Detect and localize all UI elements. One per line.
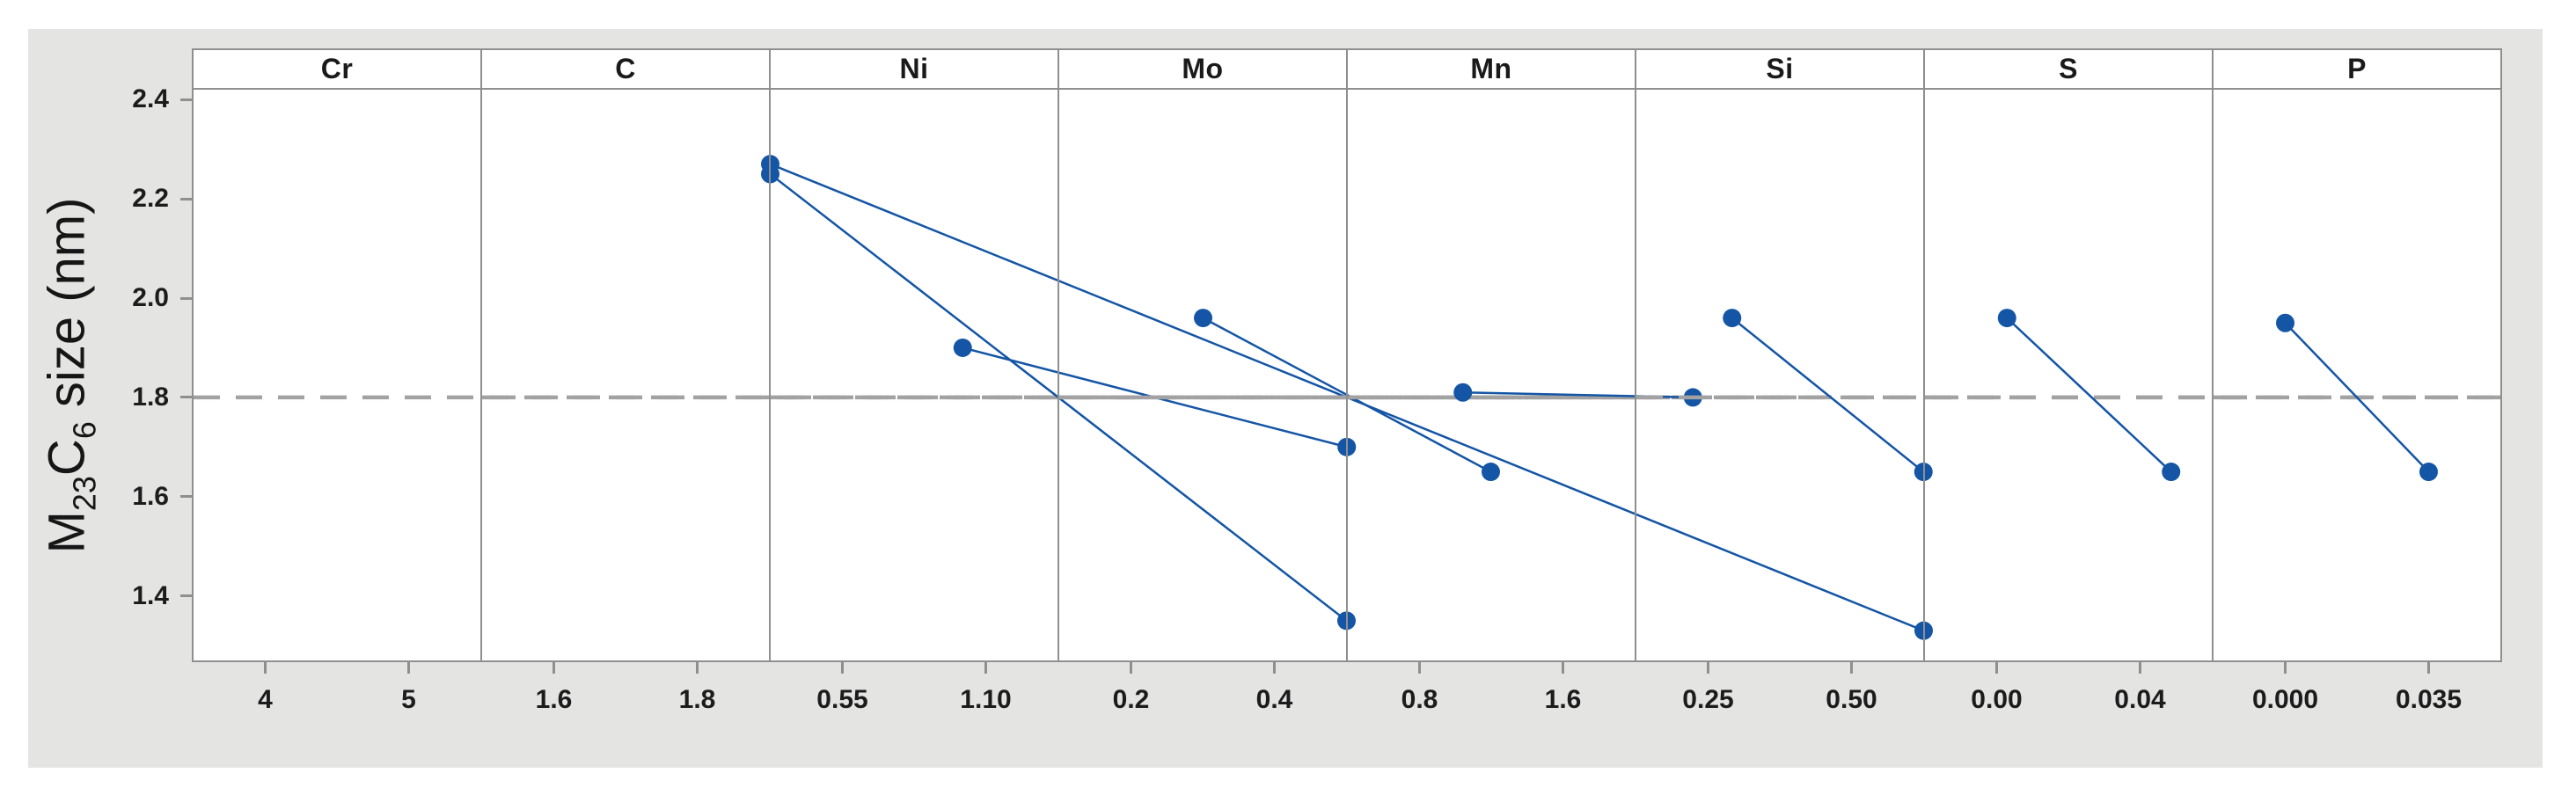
x-tick-label: 1.6 — [1544, 685, 1582, 714]
panel-plot — [2214, 313, 2500, 482]
data-point — [2276, 313, 2294, 332]
x-tick-mark — [696, 662, 699, 674]
x-tick-mark — [1850, 662, 1853, 674]
x-tick-label: 0.035 — [2395, 685, 2463, 714]
panel-body — [1348, 90, 1808, 660]
x-tick-mark — [2139, 662, 2141, 674]
x-tick-mark — [1273, 662, 1276, 674]
x-tick-label: 0.25 — [1682, 685, 1734, 714]
data-point — [1194, 309, 1212, 328]
x-tick-label: 1.6 — [535, 685, 573, 714]
panel-C: C 1.6 1.8 — [480, 50, 1635, 714]
x-tick-mark — [2284, 662, 2287, 674]
data-point — [953, 338, 972, 357]
panel-header: Ni — [771, 50, 1057, 90]
series-line — [2006, 317, 2172, 473]
x-tick-mark — [1418, 662, 1421, 674]
panel-Si: Si 0.25 0.50 — [1635, 50, 2019, 714]
panel-body — [2214, 90, 2500, 660]
x-tick-label: 1.10 — [960, 685, 1012, 714]
panel-plot — [1925, 309, 2253, 482]
panel-header: S — [1925, 50, 2212, 90]
panel-header: C — [482, 50, 769, 90]
x-tick-mark — [984, 662, 987, 674]
y-tick-label: 1.4 — [132, 580, 169, 610]
data-point — [1997, 309, 2016, 328]
panel-plot — [1636, 309, 2019, 482]
x-tick-mark — [1562, 662, 1564, 674]
x-tick-mark — [264, 662, 267, 674]
data-point — [2162, 463, 2181, 482]
y-tick-mark — [180, 495, 192, 499]
x-tick-label: 4 — [258, 685, 273, 714]
y-tick-label: 1.6 — [132, 481, 169, 511]
y-tick-label: 1.8 — [132, 382, 169, 412]
panel-Mn: Mn 0.8 1.6 — [1346, 50, 1808, 714]
y-tick-mark — [180, 197, 192, 200]
y-tick-label: 2.0 — [132, 283, 169, 313]
x-tick-mark — [1130, 662, 1132, 674]
panel-body — [1925, 90, 2253, 660]
panel-body — [1636, 90, 2019, 660]
panel-header: P — [2214, 50, 2500, 90]
x-tick-label: 0.55 — [816, 685, 868, 714]
panel-header: Mo — [1059, 50, 1346, 90]
panel-header: Cr — [194, 50, 480, 90]
panel-Mo: Mo 0.2 0.4 — [1057, 50, 1635, 714]
x-tick-label: 1.8 — [678, 685, 716, 714]
panel-header: Mn — [1348, 50, 1635, 90]
x-tick-label: 0.000 — [2251, 685, 2319, 714]
y-tick-mark — [180, 396, 192, 399]
panel-P: P 0.000 0.035 — [2212, 50, 2500, 714]
y-tick-mark — [180, 594, 192, 598]
panel-body — [482, 90, 1635, 660]
x-tick-mark — [841, 662, 844, 674]
y-tick-mark — [180, 296, 192, 300]
x-tick-label: 0.2 — [1112, 685, 1150, 714]
x-tick-mark — [1995, 662, 1998, 674]
panel-Cr: Cr 4 5 — [194, 50, 2500, 714]
y-axis: 2.4 2.2 2.0 1.8 1.6 1.4 — [60, 50, 192, 660]
panel-body — [194, 90, 2500, 660]
series-line — [1731, 317, 1925, 473]
panel-body — [1059, 90, 1635, 660]
y-tick-mark — [180, 98, 192, 101]
x-tick-mark — [2427, 662, 2430, 674]
panel-S: S 0.00 0.04 — [1923, 50, 2253, 714]
x-tick-mark — [1707, 662, 1709, 674]
y-tick-label: 2.2 — [132, 184, 169, 214]
y-tick-label: 2.4 — [132, 84, 169, 114]
data-point — [1453, 383, 1473, 402]
panel-body — [771, 90, 1539, 660]
data-point — [1482, 463, 1500, 482]
x-tick-label: 0.04 — [2114, 685, 2166, 714]
data-point — [2419, 463, 2438, 482]
x-tick-mark — [407, 662, 410, 674]
panel-Ni: Ni 0.55 1.10 — [769, 50, 1539, 714]
x-tick-label: 0.4 — [1255, 685, 1293, 714]
x-tick-label: 0.50 — [1826, 685, 1877, 714]
x-tick-label: 0.8 — [1401, 685, 1438, 714]
series-line — [2284, 322, 2430, 473]
panel-header: Si — [1636, 50, 1923, 90]
x-tick-label: 5 — [401, 685, 416, 714]
main-effects-plot-figure: M23C6 size (nm) 2.4 2.2 2.0 1.8 1.6 1.4 Cr 4 5 C… — [28, 29, 2543, 768]
x-tick-label: 0.00 — [1971, 685, 2023, 714]
data-point — [1723, 309, 1742, 328]
x-tick-mark — [553, 662, 555, 674]
panels-row: Cr 4 5 C 1.6 1.8 Ni 0.55 1.10 Mo 0.2 0.4 Mn 0.8 1.6 Si 0… — [192, 48, 2502, 714]
